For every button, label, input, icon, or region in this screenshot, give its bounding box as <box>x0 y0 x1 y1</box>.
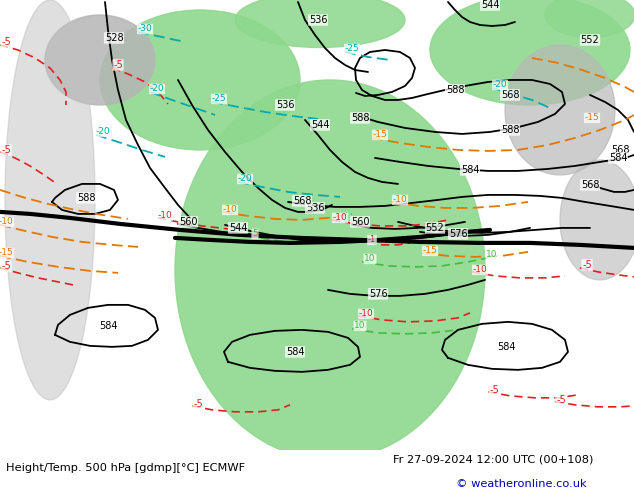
Text: 588: 588 <box>351 113 369 123</box>
Text: 10: 10 <box>365 254 376 264</box>
Text: 584: 584 <box>286 347 304 357</box>
Text: -5: -5 <box>113 60 123 70</box>
Text: -15: -15 <box>585 114 599 122</box>
Text: -15: -15 <box>423 246 437 255</box>
Text: Fr 27-09-2024 12:00 UTC (00+108): Fr 27-09-2024 12:00 UTC (00+108) <box>393 455 593 465</box>
Text: -5: -5 <box>1 37 11 47</box>
Text: -5: -5 <box>1 261 11 271</box>
Text: 552: 552 <box>581 35 599 45</box>
Text: -25: -25 <box>345 45 359 53</box>
Text: 536: 536 <box>276 100 294 110</box>
Text: -10: -10 <box>158 211 172 220</box>
Ellipse shape <box>545 0 634 37</box>
Text: -20: -20 <box>238 174 252 183</box>
Text: -15: -15 <box>373 130 387 140</box>
Text: 568: 568 <box>501 90 519 100</box>
Text: 544: 544 <box>311 120 329 130</box>
Text: -5: -5 <box>193 399 203 409</box>
Text: -15: -15 <box>0 248 13 257</box>
Text: 10: 10 <box>486 250 498 259</box>
Text: -10: -10 <box>359 309 373 318</box>
Text: -30: -30 <box>138 24 152 33</box>
Text: -10: -10 <box>333 214 347 222</box>
Ellipse shape <box>430 0 630 105</box>
Text: 584: 584 <box>99 321 117 331</box>
Text: -20: -20 <box>150 84 164 94</box>
Text: 584: 584 <box>609 153 627 163</box>
Ellipse shape <box>45 15 155 105</box>
Text: © weatheronline.co.uk: © weatheronline.co.uk <box>456 479 587 489</box>
Text: 536: 536 <box>306 203 324 213</box>
Text: -5: -5 <box>582 260 592 270</box>
Ellipse shape <box>560 160 634 280</box>
Text: -5: -5 <box>556 395 566 405</box>
Text: -10: -10 <box>0 218 13 226</box>
Text: 560: 560 <box>351 217 369 227</box>
Text: 568: 568 <box>293 196 311 206</box>
Text: 588: 588 <box>446 85 464 95</box>
Text: 588: 588 <box>501 125 519 135</box>
Text: 528: 528 <box>105 33 123 43</box>
Text: -25: -25 <box>212 95 226 103</box>
Text: 544: 544 <box>229 223 247 233</box>
Text: -1: -1 <box>368 235 376 245</box>
Text: 584: 584 <box>461 165 479 175</box>
Ellipse shape <box>505 45 615 175</box>
Ellipse shape <box>235 0 405 48</box>
Text: 568: 568 <box>611 145 630 155</box>
Ellipse shape <box>175 80 485 460</box>
Text: 576: 576 <box>369 289 387 299</box>
Text: 588: 588 <box>77 193 95 203</box>
Ellipse shape <box>5 0 95 400</box>
Ellipse shape <box>100 10 300 150</box>
Text: 560: 560 <box>179 217 197 227</box>
Text: -20: -20 <box>96 127 110 136</box>
Text: 536: 536 <box>309 15 327 25</box>
Text: -10: -10 <box>392 196 408 204</box>
Text: 10: 10 <box>354 321 366 330</box>
Text: Height/Temp. 500 hPa [gdmp][°C] ECMWF: Height/Temp. 500 hPa [gdmp][°C] ECMWF <box>6 463 245 473</box>
Text: -5: -5 <box>489 385 499 395</box>
Text: 576: 576 <box>449 229 467 239</box>
Text: -20: -20 <box>493 80 507 90</box>
Text: 5: 5 <box>252 229 258 239</box>
Text: 544: 544 <box>481 0 499 10</box>
Text: 552: 552 <box>425 223 444 233</box>
Text: 584: 584 <box>497 342 515 352</box>
Text: 568: 568 <box>581 180 599 190</box>
Text: -10: -10 <box>223 205 237 215</box>
Text: -10: -10 <box>472 266 488 274</box>
Text: -5: -5 <box>1 145 11 155</box>
